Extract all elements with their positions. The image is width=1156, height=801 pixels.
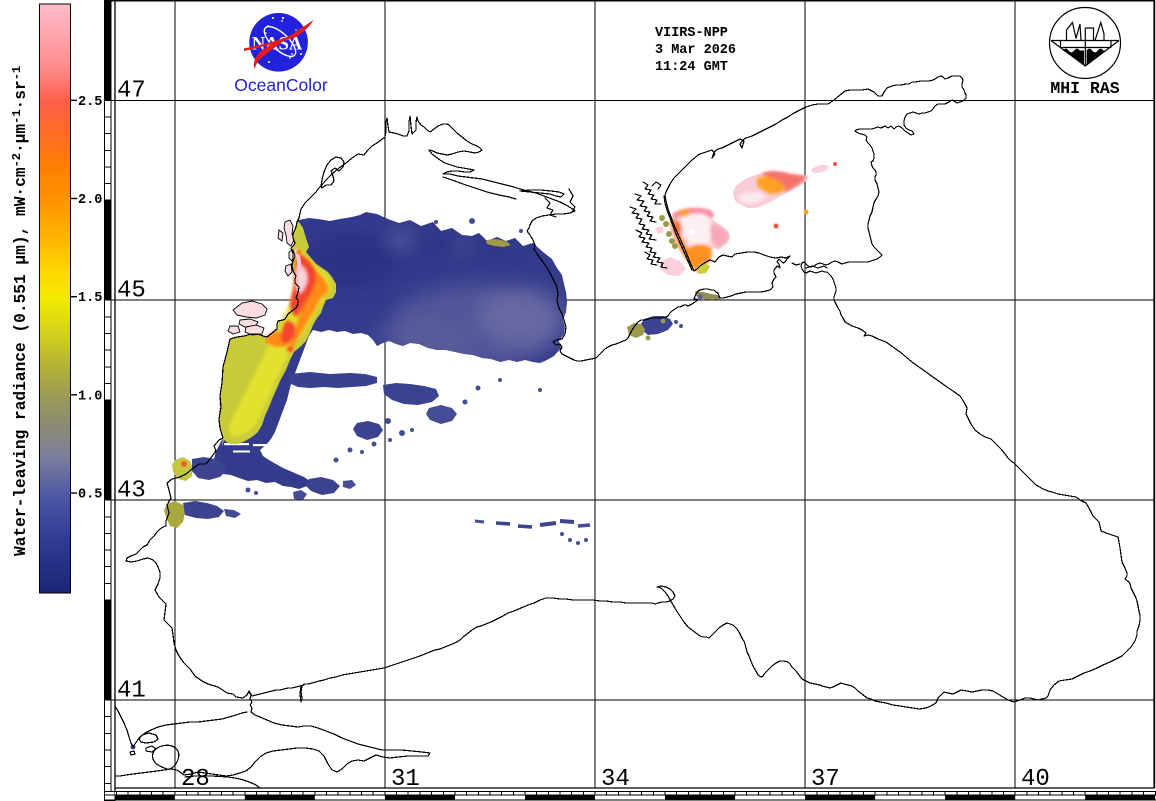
svg-text:41: 41 — [117, 678, 146, 705]
svg-text:37: 37 — [811, 766, 840, 793]
svg-text:47: 47 — [117, 78, 146, 105]
svg-text:OceanColor: OceanColor — [234, 75, 328, 95]
svg-text:3 Mar 2026: 3 Mar 2026 — [655, 43, 736, 58]
svg-text:1.5: 1.5 — [78, 291, 102, 306]
svg-text:31: 31 — [391, 766, 420, 793]
svg-text:43: 43 — [117, 478, 146, 505]
svg-text:45: 45 — [117, 278, 146, 305]
svg-text:2.0: 2.0 — [78, 193, 102, 208]
svg-text:28: 28 — [181, 766, 210, 793]
svg-text:MHI RAS: MHI RAS — [1050, 79, 1119, 98]
svg-text:Water-leaving radiance (0.551: Water-leaving radiance (0.551 µm), mW·cm… — [10, 66, 30, 556]
svg-text:VIIRS-NPP: VIIRS-NPP — [655, 26, 728, 41]
svg-text:0.5: 0.5 — [78, 488, 102, 503]
svg-text:2.5: 2.5 — [78, 95, 102, 110]
svg-text:34: 34 — [601, 766, 630, 793]
svg-text:11:24 GMT: 11:24 GMT — [655, 60, 728, 75]
svg-text:40: 40 — [1021, 766, 1050, 793]
svg-text:1.0: 1.0 — [78, 389, 102, 404]
